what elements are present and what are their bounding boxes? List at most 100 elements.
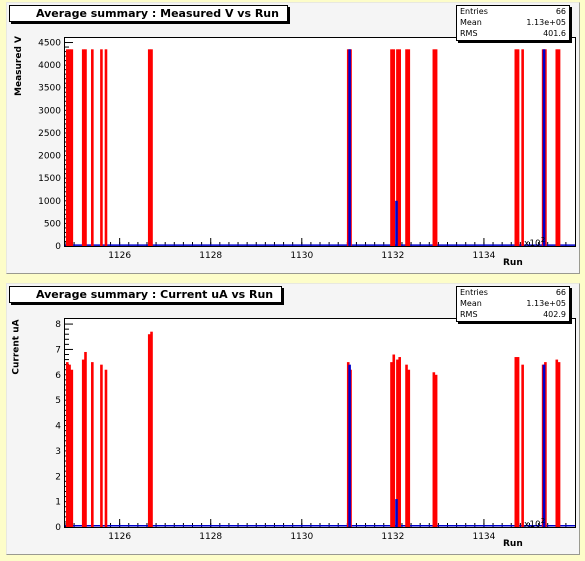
- stats-rms-label: RMS: [460, 310, 478, 319]
- stats-rms-value: 401.6: [543, 29, 566, 38]
- data-bar: [68, 364, 71, 527]
- y-axis-label: Current uA: [11, 319, 22, 375]
- x-axis-multiplier: x102: [524, 517, 545, 530]
- data-bar: [390, 49, 393, 246]
- data-bar: [147, 49, 151, 246]
- data-bar: [514, 49, 518, 246]
- y-tick-label: 3000: [38, 106, 61, 116]
- y-axis-label: Measured V: [13, 36, 24, 96]
- data-bar: [84, 351, 87, 527]
- x-tick-label: 1126: [108, 532, 131, 542]
- y-tick-label: 4500: [38, 39, 61, 49]
- data-bar: [542, 49, 546, 246]
- data-bar: [555, 49, 559, 246]
- x-multiplier-exponent: 2: [540, 517, 546, 525]
- stats-rms-row: RMS 401.6: [457, 28, 569, 39]
- chart-pad-measured-v: 0 500 1000 1500 2000 2500 3000 3500 4000 4500 1126…: [6, 2, 580, 274]
- data-bar: [555, 359, 559, 527]
- data-bar: [432, 49, 436, 246]
- data-bar: [392, 49, 396, 246]
- y-tick-label: 6: [55, 371, 61, 381]
- data-bar: [521, 364, 524, 527]
- y-tick-label: 0: [55, 242, 61, 252]
- stats-entries-value: 66: [555, 288, 566, 297]
- x-axis-multiplier: x102: [524, 236, 545, 249]
- data-bar: [516, 357, 520, 527]
- data-bar: [147, 334, 151, 527]
- chart-plot-current-ua: 0 1 2 3 4 5 6 7 8 1126 1128 1130 1132 1134: [55, 320, 575, 542]
- data-bar: [396, 359, 399, 527]
- data-bar: [100, 364, 103, 527]
- data-bar: [104, 369, 108, 527]
- data-bar: [70, 369, 74, 527]
- stats-entries-row: Entries 66: [457, 287, 569, 298]
- y-tick-label: 4: [55, 422, 61, 432]
- data-bar: [68, 49, 71, 246]
- data-bar: [65, 362, 69, 527]
- chart-plot-measured-v: 0 500 1000 1500 2000 2500 3000 3500 4000 4500 1126…: [38, 39, 575, 261]
- data-bar: [91, 49, 94, 246]
- data-bar: [407, 49, 411, 246]
- data-bar: [150, 49, 153, 246]
- data-bar: [346, 49, 350, 246]
- stats-rms-label: RMS: [460, 29, 478, 38]
- stats-mean-row: Mean 1.13e+05: [457, 298, 569, 309]
- data-bar: [557, 49, 561, 246]
- data-bar: [557, 362, 561, 527]
- data-bar: [432, 372, 436, 527]
- x-tick-label: 1130: [290, 251, 313, 261]
- y-tick-label: 0: [55, 523, 61, 533]
- x-tick-label: 1130: [290, 532, 313, 542]
- chart-pad-current-ua: 0 1 2 3 4 5 6 7 8 1126 1128 1130 1132 1134 Average su…: [6, 283, 580, 555]
- data-bar: [516, 49, 520, 246]
- x-multiplier-base: x10: [524, 520, 541, 530]
- stats-mean-value: 1.13e+05: [526, 299, 566, 308]
- y-tick-label: 1500: [38, 174, 61, 184]
- data-bar: [395, 200, 398, 246]
- y-tick-label: 1000: [38, 197, 61, 207]
- data-bar: [104, 49, 108, 246]
- data-bar: [348, 364, 351, 527]
- x-tick-label: 1134: [472, 251, 495, 261]
- y-tick-label: 2000: [38, 152, 61, 162]
- x-axis-label: Run: [503, 539, 523, 549]
- data-bar: [407, 369, 411, 527]
- x-tick-label: 1132: [381, 532, 404, 542]
- stats-entries-value: 66: [555, 7, 566, 16]
- data-bar: [395, 499, 398, 527]
- data-bar: [346, 362, 350, 527]
- x-tick-label: 1126: [108, 251, 131, 261]
- stats-box: Entries 66 Mean 1.13e+05 RMS 401.6: [456, 5, 570, 41]
- stats-mean-label: Mean: [460, 299, 482, 308]
- x-tick-label: 1132: [381, 251, 404, 261]
- stats-mean-label: Mean: [460, 18, 482, 27]
- x-tick-label: 1128: [199, 532, 222, 542]
- y-tick-label: 3: [55, 447, 61, 457]
- data-bar: [84, 49, 87, 246]
- stats-entries-label: Entries: [460, 7, 488, 16]
- data-bar: [405, 49, 408, 246]
- data-bar: [396, 49, 399, 246]
- data-bar: [100, 49, 103, 246]
- y-tick-label: 1: [55, 498, 61, 508]
- y-tick-label: 2500: [38, 129, 61, 139]
- chart-title: Average summary : Current uA vs Run: [9, 286, 283, 303]
- chart-title: Average summary : Measured V vs Run: [9, 5, 288, 22]
- y-tick-label: 7: [55, 345, 61, 355]
- stats-entries-row: Entries 66: [457, 6, 569, 17]
- data-bar: [91, 362, 94, 527]
- y-tick-label: 500: [44, 219, 61, 229]
- y-tick-label: 4000: [38, 61, 61, 71]
- stats-mean-value: 1.13e+05: [526, 18, 566, 27]
- data-bar: [150, 331, 153, 527]
- data-bar: [390, 362, 393, 527]
- y-tick-label: 3500: [38, 84, 61, 94]
- data-bar: [348, 49, 351, 246]
- x-tick-label: 1134: [472, 532, 495, 542]
- x-tick-label: 1128: [199, 251, 222, 261]
- y-tick-label: 8: [55, 320, 61, 330]
- data-bar: [544, 362, 547, 527]
- data-bar: [392, 354, 396, 527]
- data-bar: [434, 374, 438, 527]
